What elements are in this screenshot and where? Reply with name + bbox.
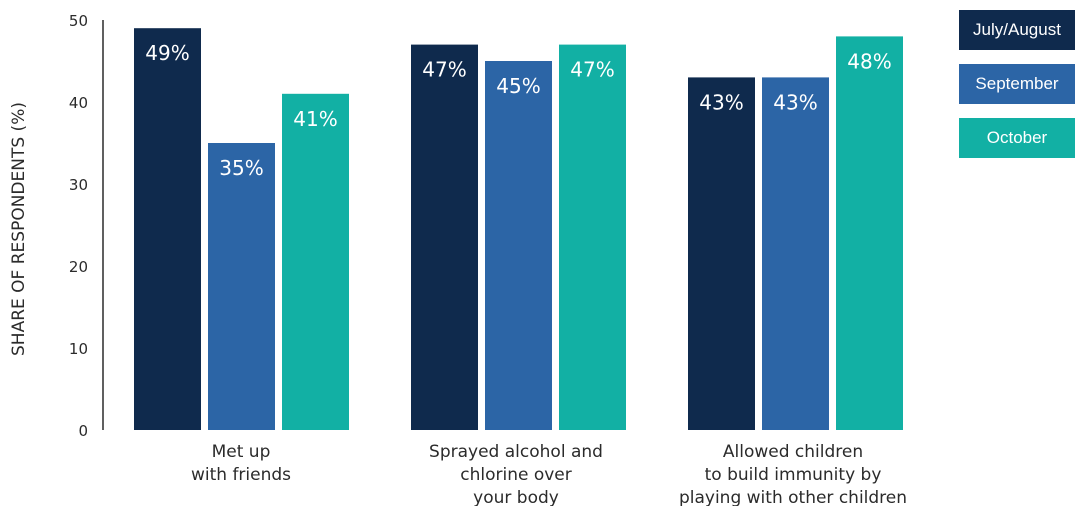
bar-value-label: 45% <box>496 74 540 98</box>
y-tick-label: 20 <box>69 258 88 276</box>
bar <box>208 143 275 430</box>
bar <box>485 61 552 430</box>
bar <box>762 77 829 431</box>
bar <box>411 44 478 430</box>
bars: 49% 47% 43% 35% 45% 43% 41% 47% 48% <box>134 28 903 431</box>
bar <box>836 36 903 431</box>
x-category-label: Sprayed alcohol and chlorine over your bod… <box>429 442 603 506</box>
y-tick-label: 30 <box>69 176 88 194</box>
y-tick-label: 50 <box>69 12 88 30</box>
bar <box>559 44 626 430</box>
y-axis: 0 10 20 30 40 50 <box>69 12 104 440</box>
x-category-label-line: playing with other children <box>679 488 907 506</box>
bar-value-label: 43% <box>773 90 817 114</box>
y-tick-label: 10 <box>69 340 88 358</box>
legend-item: October <box>959 118 1075 158</box>
x-category-label-line: Sprayed alcohol and <box>429 442 603 462</box>
bar-value-label: 49% <box>145 41 189 65</box>
x-category-label-line: Allowed children <box>723 442 863 462</box>
x-category-label-line: with friends <box>191 465 291 485</box>
y-tick-label: 0 <box>78 422 88 440</box>
bar <box>282 93 349 431</box>
x-category-label-line: your body <box>473 488 559 506</box>
x-category-label-line: to build immunity by <box>705 465 882 485</box>
bar-value-label: 43% <box>699 90 743 114</box>
x-category-label-line: Met up <box>212 442 271 462</box>
x-category-label-line: chlorine over <box>460 465 572 485</box>
bar-value-label: 48% <box>847 49 891 73</box>
legend-item: September <box>959 64 1075 104</box>
x-category-label: Allowed children to build immunity by play… <box>679 442 907 506</box>
bar-value-label: 47% <box>422 58 466 82</box>
y-tick-label: 40 <box>69 94 88 112</box>
legend-item: July/August <box>959 10 1075 50</box>
bar <box>134 28 201 430</box>
x-axis-labels: Met up with friends Sprayed alcohol and chl… <box>191 442 907 506</box>
bar <box>688 77 755 431</box>
y-axis-title: SHARE OF RESPONDENTS (%) <box>9 102 29 356</box>
bar-value-label: 41% <box>293 107 337 131</box>
bar-value-label: 35% <box>219 156 263 180</box>
x-category-label: Met up with friends <box>191 442 291 485</box>
bar-value-label: 47% <box>570 58 614 82</box>
